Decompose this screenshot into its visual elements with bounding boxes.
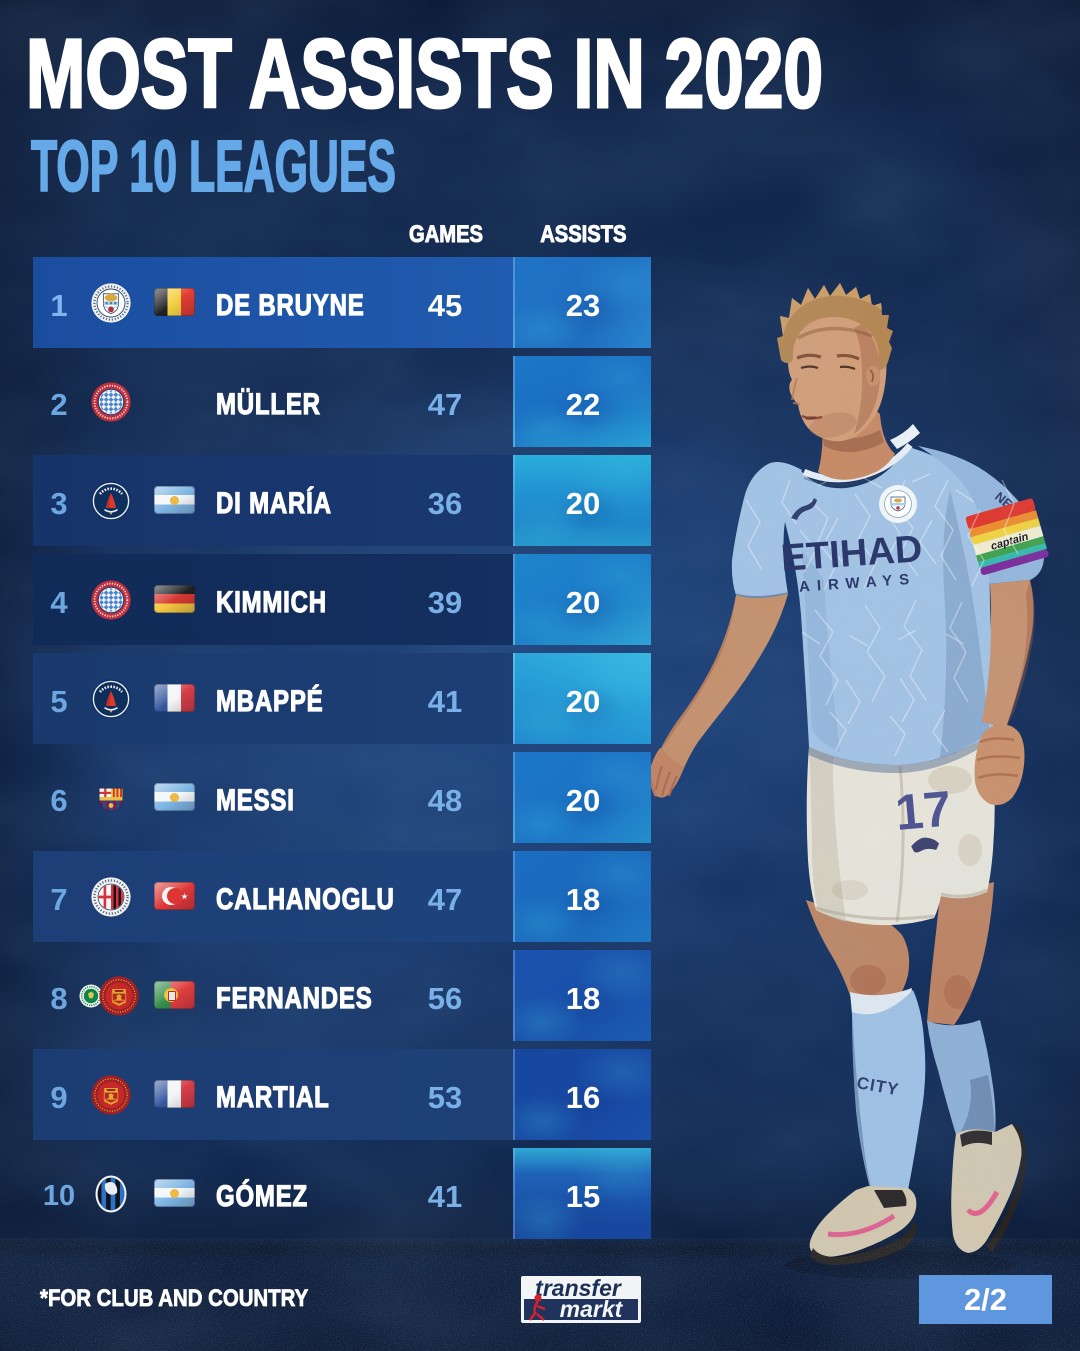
svg-text:transfer: transfer — [535, 1276, 622, 1301]
svg-text:17: 17 — [893, 780, 953, 841]
svg-text:markt: markt — [560, 1296, 624, 1322]
